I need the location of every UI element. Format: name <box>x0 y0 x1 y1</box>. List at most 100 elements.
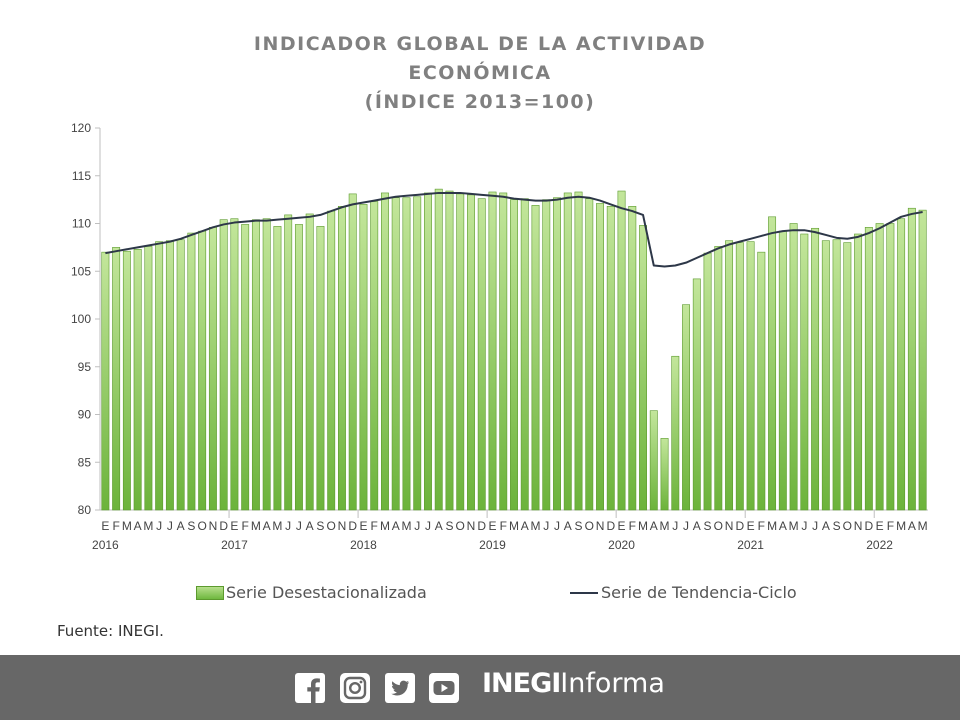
x-tick-label-month: J <box>414 519 420 533</box>
y-tick-label: 115 <box>72 169 91 183</box>
legend-bar-swatch <box>196 585 224 600</box>
legend-item-bars: Serie Desestacionalizada <box>196 583 427 602</box>
bar <box>445 190 454 511</box>
bar <box>811 227 820 511</box>
bar <box>316 226 325 511</box>
x-tick-label-month: J <box>425 519 431 533</box>
bar <box>832 239 841 511</box>
y-tick-label: 110 <box>72 217 91 231</box>
x-tick-label-year: 2016 <box>92 538 119 552</box>
x-tick-label-month: N <box>725 519 734 533</box>
bar <box>821 240 830 511</box>
x-tick-label-month: N <box>209 519 218 533</box>
bar <box>381 192 389 511</box>
x-tick-label-month: J <box>156 519 162 533</box>
x-tick-label-month: O <box>714 519 723 533</box>
bar <box>413 196 422 511</box>
bar <box>725 240 734 511</box>
legend-line-label: Serie de Tendencia-Ciclo <box>601 583 797 602</box>
x-tick-label-month: D <box>348 519 357 533</box>
x-tick-label-month: D <box>865 519 874 533</box>
bar <box>563 192 572 511</box>
bar <box>531 205 540 511</box>
x-tick-label-month: S <box>187 519 195 533</box>
bar <box>585 198 594 511</box>
bar <box>241 224 250 511</box>
legend-line-swatch <box>570 591 598 594</box>
x-tick-label-month: N <box>338 519 347 533</box>
y-tick-label: 100 <box>71 312 91 326</box>
brand-bold-text: INEGI <box>482 668 561 699</box>
bar <box>391 197 400 511</box>
x-tick-label-month: D <box>735 519 744 533</box>
bar <box>800 233 809 511</box>
x-tick-label-month: M <box>531 519 541 533</box>
bar <box>553 197 561 511</box>
bar <box>864 227 873 511</box>
bar <box>692 278 701 511</box>
x-tick-label-month: S <box>316 519 324 533</box>
twitter-icon[interactable] <box>385 672 415 704</box>
bar <box>746 241 755 511</box>
x-tick-label-month: E <box>230 519 238 533</box>
bar <box>198 230 207 511</box>
footer-bar: INEGIInforma <box>0 655 960 720</box>
y-tick-label: 120 <box>71 121 91 135</box>
bar <box>327 210 336 511</box>
x-tick-label-month: A <box>263 519 271 533</box>
bar <box>112 247 121 511</box>
x-tick-label-month: D <box>606 519 615 533</box>
instagram-icon[interactable] <box>340 672 370 704</box>
x-tick-label-month: A <box>564 519 572 533</box>
x-tick-label-month: J <box>683 519 689 533</box>
bar <box>778 230 787 511</box>
x-tick-label-month: E <box>488 519 496 533</box>
bar <box>273 226 282 511</box>
x-tick-label-month: J <box>296 519 302 533</box>
x-tick-label-month: M <box>272 519 282 533</box>
bar <box>251 219 260 511</box>
bar <box>294 224 303 511</box>
bar <box>886 223 895 511</box>
x-tick-label-month: J <box>812 519 818 533</box>
bar <box>208 227 217 511</box>
youtube-icon[interactable] <box>429 672 459 704</box>
x-tick-label-month: A <box>650 519 658 533</box>
x-tick-label-month: A <box>693 519 701 533</box>
chart-title: INDICADOR GLOBAL DE LA ACTIVIDAD ECONÓMI… <box>0 30 960 117</box>
facebook-icon[interactable] <box>295 672 325 704</box>
x-tick-label-month: F <box>241 519 248 533</box>
x-tick-label-month: M <box>143 519 153 533</box>
bar <box>477 198 486 511</box>
bar <box>434 188 443 511</box>
bar <box>176 239 185 511</box>
x-tick-label-month: E <box>101 519 109 533</box>
x-tick-label-month: F <box>758 519 765 533</box>
y-tick-label: 85 <box>78 455 92 469</box>
x-tick-label-month: A <box>306 519 314 533</box>
bar <box>348 193 357 511</box>
inegi-informa-logo: INEGIInforma <box>482 668 665 708</box>
x-tick-label-month: N <box>854 519 863 533</box>
bar <box>671 355 680 511</box>
bar <box>639 225 647 511</box>
bar <box>337 206 346 511</box>
trend-line <box>105 191 923 268</box>
x-tick-label-month: M <box>896 519 906 533</box>
bar <box>574 191 583 511</box>
bar <box>628 206 637 511</box>
x-tick-label-month: A <box>392 519 400 533</box>
chart-title-line-3: (ÍNDICE 2013=100) <box>364 91 596 113</box>
x-tick-label-month: M <box>509 519 519 533</box>
bar <box>660 438 669 511</box>
bar <box>649 410 658 511</box>
brand-light-text: Informa <box>560 668 665 699</box>
x-tick-label-month: F <box>500 519 507 533</box>
x-tick-label-month: S <box>833 519 841 533</box>
x-tick-label-month: A <box>779 519 787 533</box>
x-tick-label-month: A <box>908 519 916 533</box>
x-tick-label-month: O <box>843 519 852 533</box>
x-tick-label-month: M <box>918 519 928 533</box>
bar <box>918 209 927 511</box>
y-tick-label: 95 <box>78 360 92 374</box>
